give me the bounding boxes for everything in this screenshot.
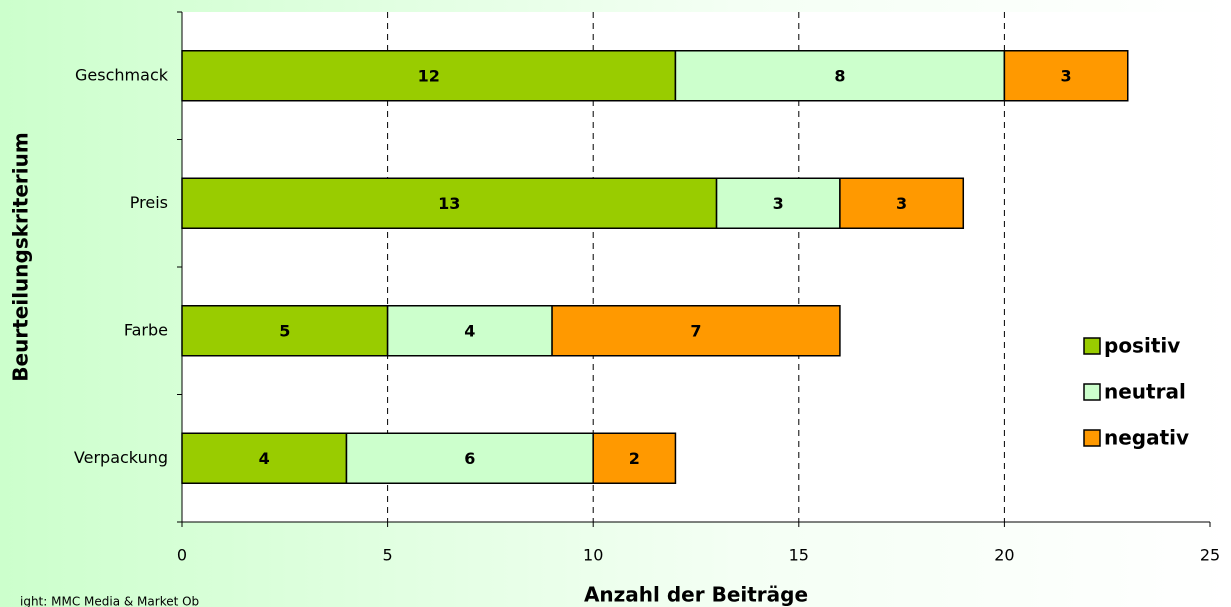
- x-tick-label: 5: [383, 546, 393, 565]
- data-label: 4: [259, 449, 270, 468]
- x-tick-label: 20: [994, 546, 1014, 565]
- legend-label: negativ: [1104, 426, 1189, 450]
- bar-segment: [181, 432, 348, 484]
- source: ight: MMC Media & Market Ob: [20, 595, 199, 607]
- y-tick-label: Geschmack: [75, 65, 169, 84]
- bar-segment: [181, 50, 677, 102]
- x-tick-label: 0: [177, 546, 187, 565]
- bar-segment: [715, 177, 841, 229]
- bar-segment: [181, 177, 718, 229]
- data-label: 3: [896, 194, 907, 213]
- bar-segment: [592, 432, 677, 484]
- x-tick-label: 10: [583, 546, 603, 565]
- bar-segment: [551, 305, 841, 357]
- data-label: 4: [464, 321, 475, 340]
- bar-segment: [839, 177, 965, 229]
- legend-swatch: [1083, 429, 1101, 447]
- y-tick-label: Farbe: [124, 320, 168, 339]
- y-axis-label: Beurteilungskriterium: [9, 132, 33, 381]
- bar-segment: [674, 50, 1006, 102]
- y-tick-label: Preis: [130, 193, 168, 212]
- legend-swatch: [1083, 337, 1101, 355]
- data-label: 12: [418, 66, 440, 85]
- data-label: 2: [629, 449, 640, 468]
- legend-swatch: [1083, 383, 1101, 401]
- y-tick-label: Verpackung: [74, 448, 168, 467]
- bar-segment: [386, 305, 553, 357]
- bar-segment: [181, 305, 389, 357]
- data-label: 5: [279, 321, 290, 340]
- x-axis-label: Anzahl der Beiträge: [584, 583, 808, 607]
- bar-segment: [345, 432, 594, 484]
- bar-segment: [1003, 50, 1129, 102]
- data-label: 7: [690, 321, 701, 340]
- legend-label: positiv: [1104, 334, 1180, 358]
- data-label: 13: [438, 194, 460, 213]
- x-tick-label: 25: [1200, 546, 1220, 565]
- data-label: 6: [464, 449, 475, 468]
- data-label: 3: [1061, 66, 1072, 85]
- x-tick-label: 15: [789, 546, 809, 565]
- data-label: 8: [834, 66, 845, 85]
- legend-box: [1040, 315, 1202, 465]
- data-label: 3: [773, 194, 784, 213]
- legend-label: neutral: [1104, 380, 1186, 404]
